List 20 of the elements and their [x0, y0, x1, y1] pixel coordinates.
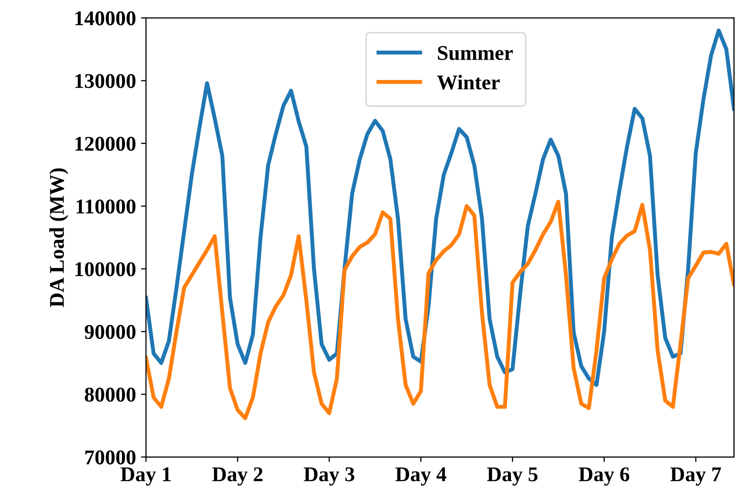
y-tick-label: 90000: [84, 324, 136, 339]
y-tick-label: 100000: [75, 262, 136, 276]
x-tick-label: Day 1: [120, 467, 171, 486]
y-tick-label: 80000: [84, 388, 136, 402]
x-tick-label: Day 7: [670, 467, 722, 486]
legend-label: Winter: [437, 74, 500, 90]
x-tick-label: Day 6: [578, 467, 630, 486]
y-tick-label: 110000: [76, 199, 136, 214]
y-tick-label: 70000: [85, 450, 136, 464]
y-axis-title: DA Load (MW): [49, 168, 68, 308]
y-tick-label: 120000: [75, 136, 136, 151]
x-tick-label: Day 2: [212, 467, 262, 486]
y-tick-label: 130000: [75, 74, 136, 88]
legend-label: Summer: [438, 46, 513, 60]
x-tick-label: Day 5: [487, 467, 538, 486]
line-series: [146, 200, 734, 420]
x-tick-label: Day 3: [304, 467, 354, 486]
line-series: [146, 28, 734, 387]
y-tick-label: 140000: [75, 11, 136, 26]
x-tick-label: Day 4: [395, 467, 446, 486]
